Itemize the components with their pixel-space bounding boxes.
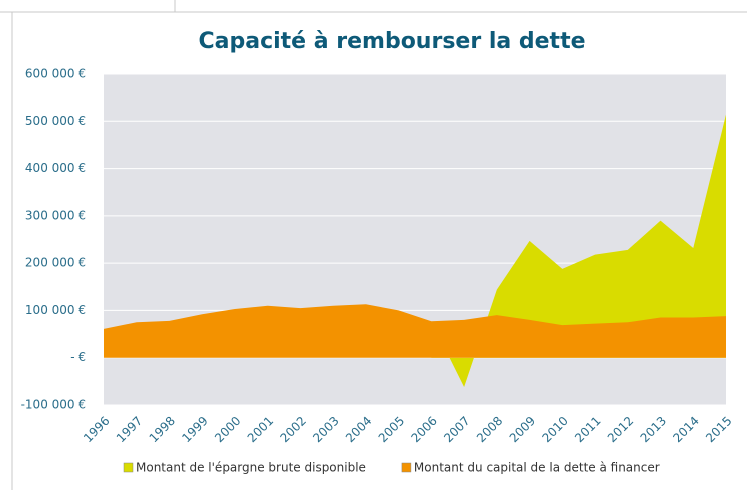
chart-title: Capacité à rembourser la dette xyxy=(198,29,585,54)
y-tick-label: 100 000 € xyxy=(25,303,86,317)
legend-swatch xyxy=(123,462,134,473)
y-tick-label: 200 000 € xyxy=(25,256,86,270)
x-tick-label: 1999 xyxy=(179,414,210,445)
x-tick-label: 2006 xyxy=(408,414,439,445)
y-tick-label: - € xyxy=(70,350,86,364)
y-tick-label: 300 000 € xyxy=(25,208,86,222)
x-tick-label: 2009 xyxy=(507,414,538,445)
x-tick-label: 2002 xyxy=(278,414,309,445)
x-tick-label: 2007 xyxy=(441,414,472,445)
y-tick-label: 600 000 € xyxy=(25,67,86,81)
x-tick-label: 1996 xyxy=(81,414,112,445)
x-tick-label: 2005 xyxy=(376,414,407,445)
x-tick-label: 2003 xyxy=(310,414,341,445)
y-tick-label: 400 000 € xyxy=(25,161,86,175)
x-tick-label: 2011 xyxy=(572,414,603,445)
legend-label: Montant du capital de la dette à finance… xyxy=(414,461,660,475)
x-tick-label: 2010 xyxy=(539,414,570,445)
x-tick-label: 2015 xyxy=(703,414,734,445)
x-tick-label: 1998 xyxy=(147,414,178,445)
x-tick-label: 2001 xyxy=(245,414,276,445)
x-tick-label: 2013 xyxy=(638,414,669,445)
x-tick-label: 2008 xyxy=(474,414,505,445)
x-tick-label: 2000 xyxy=(212,414,243,445)
y-tick-label: 500 000 € xyxy=(25,114,86,128)
legend-swatch xyxy=(401,462,412,473)
x-tick-label: 2012 xyxy=(605,414,636,445)
legend-label: Montant de l'épargne brute disponible xyxy=(136,461,366,475)
x-tick-label: 2004 xyxy=(343,414,374,445)
y-tick-label: -100 000 € xyxy=(21,398,86,412)
area xyxy=(104,304,726,358)
x-tick-label: 2014 xyxy=(670,414,701,445)
x-tick-label: 1997 xyxy=(114,414,145,445)
